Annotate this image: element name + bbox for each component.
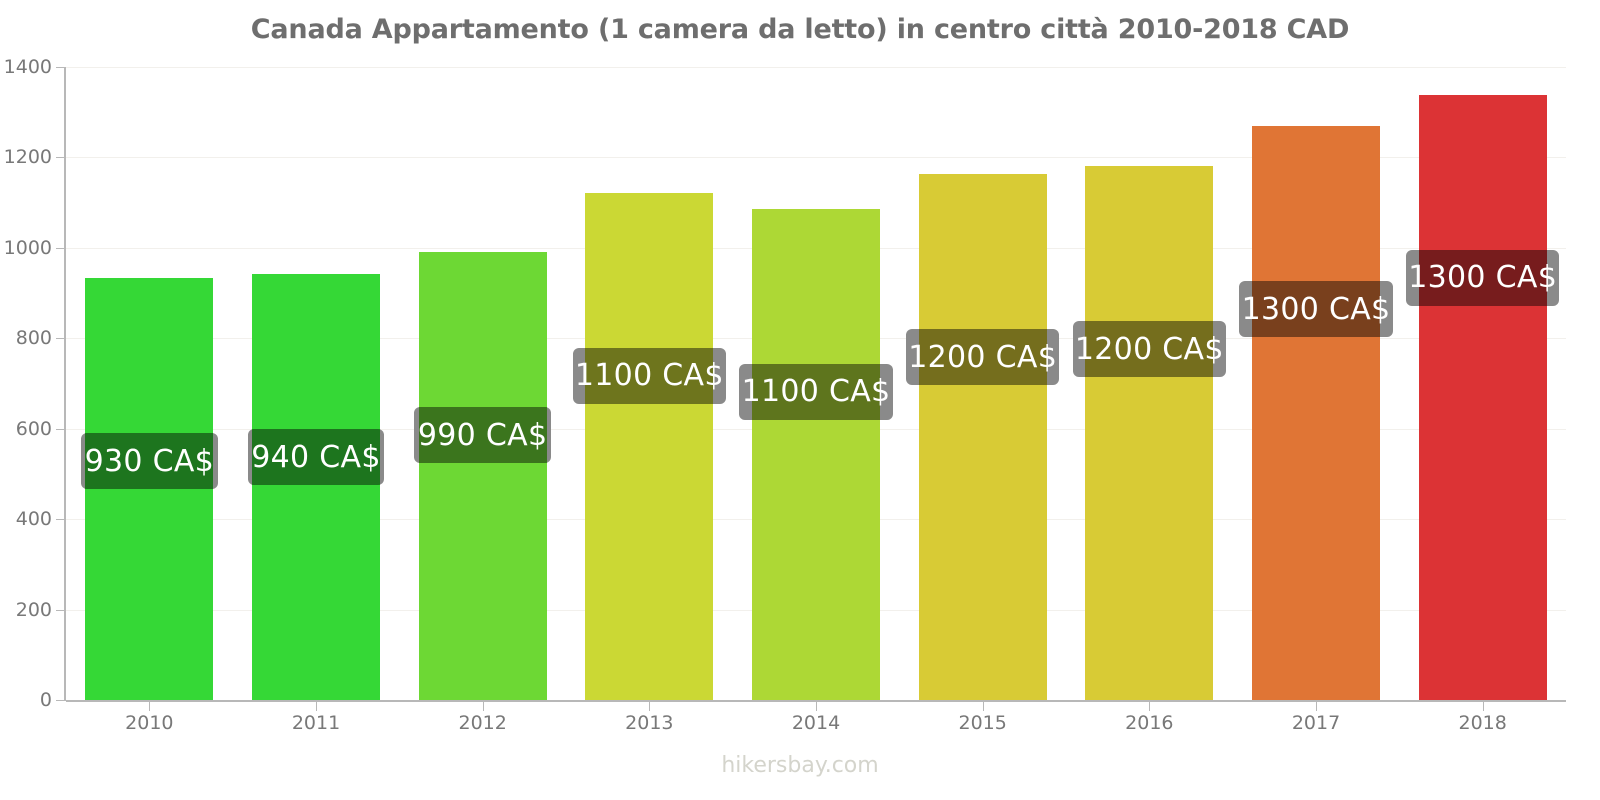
gridline [66, 157, 1566, 159]
x-axis-line [66, 700, 1566, 702]
x-tick-label: 2013 [625, 712, 674, 734]
bar-value-label-text: 1100 CA$ [574, 358, 724, 394]
y-tick-mark [56, 67, 65, 68]
y-tick-label: 600 [15, 417, 52, 440]
x-tick-mark [1482, 702, 1484, 711]
bar-value-label: 1200 CA$ [1072, 321, 1227, 378]
bar-value-label-text: 1300 CA$ [1241, 291, 1391, 327]
bar-value-label: 930 CA$ [81, 433, 218, 490]
bar[interactable] [918, 174, 1047, 700]
y-tick-mark [56, 157, 65, 159]
y-tick-label: 0 [39, 689, 52, 711]
bar[interactable] [1418, 94, 1547, 700]
bar[interactable] [585, 192, 714, 700]
bar-value-label-text: 1100 CA$ [741, 374, 891, 410]
y-axis-line [64, 67, 66, 701]
bar-value-label: 1100 CA$ [572, 347, 727, 404]
y-tick-label: 400 [15, 508, 52, 531]
x-tick-label: 2012 [458, 712, 507, 734]
y-tick-mark [56, 428, 65, 430]
bar[interactable] [1085, 166, 1214, 700]
x-tick-mark [316, 702, 317, 711]
x-tick-mark [982, 702, 984, 711]
x-tick-mark [649, 702, 651, 711]
bar-value-label-text: 930 CA$ [84, 443, 215, 479]
bar-value-label-text: 990 CA$ [417, 417, 548, 453]
y-tick-label: 1000 [3, 236, 52, 259]
y-tick-label: 800 [15, 327, 52, 350]
x-tick-label: 2016 [1125, 712, 1174, 734]
x-tick-mark [149, 702, 151, 711]
bar-value-label: 1100 CA$ [739, 363, 893, 420]
bar[interactable] [418, 252, 547, 700]
x-tick-label: 2011 [291, 712, 341, 734]
bar-series [66, 67, 1566, 700]
bar-value-label: 1200 CA$ [905, 329, 1060, 386]
bar-value-label: 990 CA$ [414, 407, 551, 464]
x-tick-label: 2015 [958, 712, 1007, 734]
x-tick-label: 2018 [1458, 712, 1507, 734]
y-tick-label: 200 [15, 598, 52, 621]
x-tick-label: 2017 [1291, 712, 1341, 734]
y-tick-mark [56, 700, 65, 701]
y-tick-label: 1400 [3, 56, 52, 78]
y-tick-mark [56, 338, 65, 340]
bar[interactable] [752, 208, 880, 700]
y-tick-label: 1200 [3, 146, 52, 169]
x-tick-mark [482, 702, 484, 711]
x-tick-mark [1316, 702, 1317, 711]
x-tick-mark [816, 702, 817, 711]
bar-value-label-text: 1300 CA$ [1408, 260, 1558, 296]
x-tick-label: 2010 [125, 712, 174, 734]
x-tick-mark [1149, 702, 1151, 711]
x-tick-label: 2014 [791, 712, 841, 734]
bar-value-label-text: 1200 CA$ [1074, 331, 1224, 367]
y-tick-mark [56, 609, 65, 611]
value-label-series: 930 CA$ 940 CA$ 990 CA$ 1100 CA$ 1100 CA$ 120… [66, 67, 1566, 700]
bar-value-label-text: 940 CA$ [251, 439, 381, 475]
bar-value-label-text: 1200 CA$ [908, 339, 1058, 375]
bar-value-label: 1300 CA$ [1239, 281, 1393, 338]
bar-value-label: 1300 CA$ [1405, 249, 1560, 306]
y-tick-mark [56, 247, 65, 249]
page-title: Canada Appartamento (1 camera da letto) … [250, 14, 1350, 45]
footer-credit: hikersbay.com [721, 753, 879, 778]
gridline [66, 67, 1566, 68]
bar-value-label: 940 CA$ [247, 429, 385, 486]
bar[interactable] [1252, 126, 1380, 700]
bar[interactable] [252, 274, 380, 700]
y-tick-mark [56, 519, 65, 521]
